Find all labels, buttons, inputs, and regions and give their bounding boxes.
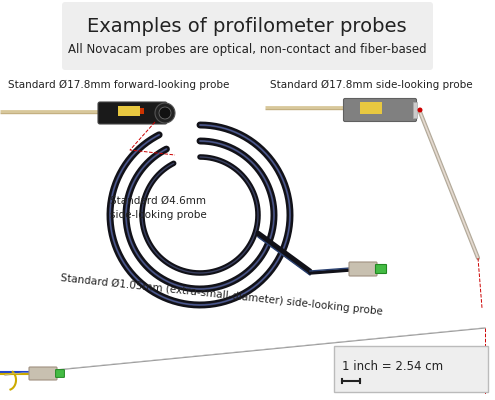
Circle shape — [159, 107, 171, 119]
Text: Standard Ø1.05mm (extra-small-diameter) side-looking probe: Standard Ø1.05mm (extra-small-diameter) … — [60, 273, 383, 317]
FancyBboxPatch shape — [349, 262, 377, 276]
Text: All Novacam probes are optical, non-contact and fiber-based: All Novacam probes are optical, non-cont… — [68, 44, 426, 56]
Bar — [360, 102, 382, 114]
Text: Standard Ø17.8mm forward-looking probe: Standard Ø17.8mm forward-looking probe — [8, 80, 229, 90]
Text: Standard Ø4.6mm
side-looking probe: Standard Ø4.6mm side-looking probe — [109, 196, 206, 220]
Bar — [413, 102, 417, 118]
FancyBboxPatch shape — [98, 102, 167, 124]
Bar — [140, 108, 144, 114]
Text: Standard Ø17.8mm side-looking probe: Standard Ø17.8mm side-looking probe — [270, 80, 473, 90]
FancyBboxPatch shape — [334, 346, 488, 392]
Bar — [118, 106, 140, 116]
FancyBboxPatch shape — [55, 370, 64, 378]
Text: Examples of profilometer probes: Examples of profilometer probes — [87, 16, 407, 36]
Text: 1 inch = 2.54 cm: 1 inch = 2.54 cm — [342, 360, 443, 373]
Circle shape — [417, 108, 423, 112]
FancyBboxPatch shape — [29, 367, 57, 380]
FancyBboxPatch shape — [62, 2, 433, 70]
FancyBboxPatch shape — [344, 98, 416, 122]
FancyBboxPatch shape — [376, 264, 387, 274]
Circle shape — [155, 103, 175, 123]
